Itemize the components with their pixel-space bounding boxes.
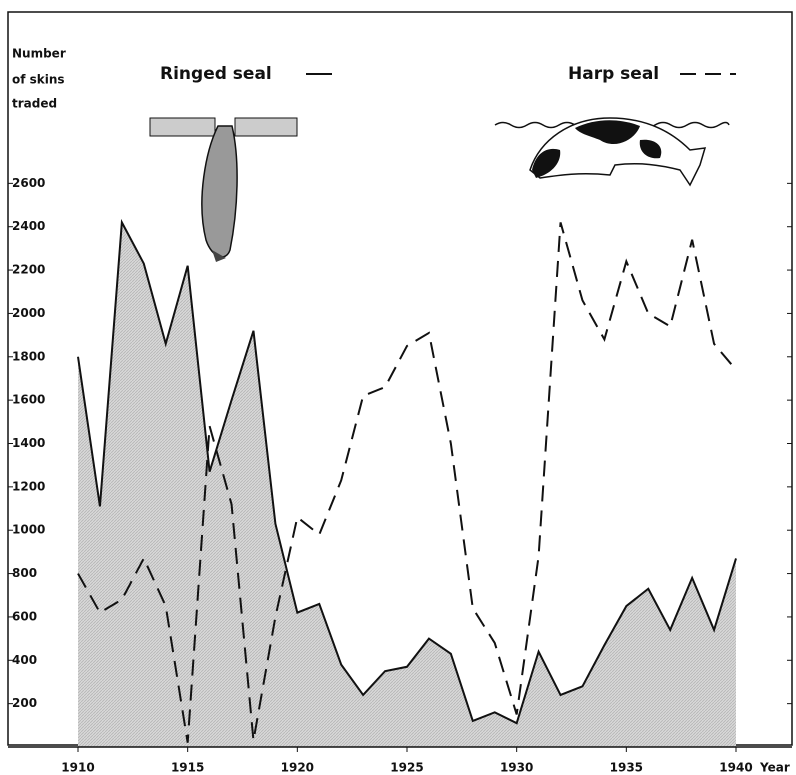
x-tick-label: 1920: [281, 761, 314, 775]
legend-label: Ringed seal: [160, 64, 272, 84]
x-tick-label: 1935: [610, 761, 643, 775]
y-tick-label: 2600: [12, 176, 45, 190]
y-tick-label: 600: [12, 609, 37, 623]
y-tick-label: 2400: [12, 219, 45, 233]
legend-label: Harp seal: [568, 64, 659, 84]
x-axis-label: Year: [759, 761, 790, 775]
y-tick-label: 200: [12, 696, 37, 710]
y-tick-label: 400: [12, 653, 37, 667]
y-tick-label: 1400: [12, 436, 45, 450]
x-tick-label: 1930: [500, 761, 533, 775]
y-axis-label: of skins: [12, 73, 65, 87]
area: [78, 222, 736, 748]
y-tick-label: 2000: [12, 306, 45, 320]
y-tick-label: 1000: [12, 523, 45, 537]
x-tick-label: 1940: [719, 761, 752, 775]
ringed-seal-illustration: [149, 117, 298, 262]
line: [77, 222, 737, 743]
y-tick-label: 800: [12, 566, 37, 580]
y-axis-label: Number: [12, 47, 66, 61]
y-axis-label: traded: [12, 97, 57, 111]
y-tick-label: 1800: [12, 349, 45, 363]
plot-area: [77, 218, 737, 748]
y-tick-label: 2200: [12, 263, 45, 277]
y-tick-label: 1600: [12, 393, 45, 407]
x-tick-label: 1915: [171, 761, 204, 775]
harp-seal-illustration: [494, 117, 730, 187]
x-tick-label: 1910: [61, 761, 94, 775]
x-tick-label: 1925: [390, 761, 423, 775]
line: [77, 218, 737, 725]
y-tick-label: 1200: [12, 479, 45, 493]
